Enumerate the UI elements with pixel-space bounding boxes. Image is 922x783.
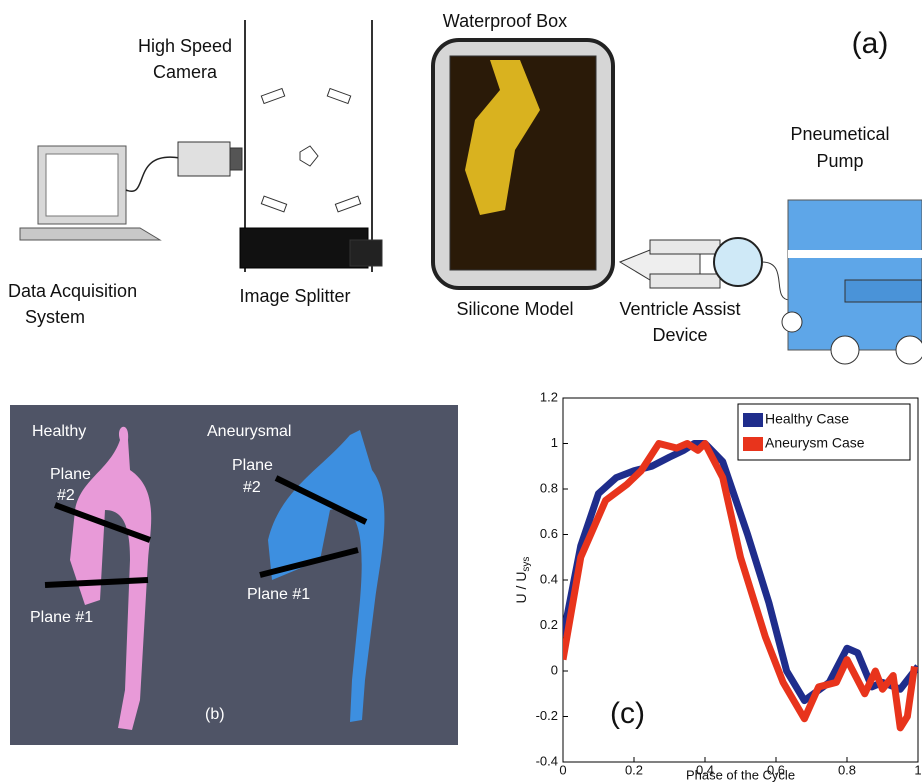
vad-label: Device <box>652 325 707 345</box>
x-axis-label: Phase of the Cycle <box>686 767 795 782</box>
box-label: Waterproof Box <box>443 11 567 31</box>
camera-label: Camera <box>153 62 218 82</box>
figure: Waterproof Box (a) High Speed Camera Dat… <box>0 0 922 783</box>
vad-label: Ventricle Assist <box>619 299 740 319</box>
plane-label: #2 <box>243 479 261 496</box>
y-tick-label: -0.4 <box>536 753 558 768</box>
x-tick-label: 1 <box>914 762 921 777</box>
plane-label: Plane #1 <box>247 586 310 603</box>
legend-label: Aneurysm Case <box>765 435 865 451</box>
y-axis-label-sub: sys <box>521 557 532 572</box>
computer-label: System <box>25 307 85 327</box>
chart-annotation: (c) <box>610 697 645 730</box>
y-tick-label: 0.2 <box>540 617 558 632</box>
model-title: Aneurysmal <box>207 423 291 440</box>
plane-label: Plane <box>50 466 91 483</box>
y-tick-label: 0 <box>551 662 558 677</box>
splitter-label: Image Splitter <box>239 286 350 306</box>
model-title: Healthy <box>32 423 86 440</box>
model-label: Silicone Model <box>456 299 573 319</box>
pump-label: Pneumetical <box>790 124 889 144</box>
y-tick-label: -0.2 <box>536 708 558 723</box>
x-tick-label: 0 <box>559 762 566 777</box>
pump-label: Pump <box>816 151 863 171</box>
y-tick-label: 0.4 <box>540 571 558 586</box>
y-tick-label: 0.8 <box>540 480 558 495</box>
y-tick-label: 1 <box>551 435 558 450</box>
panel-label: (b) <box>205 706 225 723</box>
legend-swatch <box>743 437 763 451</box>
plane-label: #2 <box>57 487 75 504</box>
legend-swatch <box>743 413 763 427</box>
y-tick-label: 1.2 <box>540 389 558 404</box>
y-axis-label: U / Usys <box>513 557 532 604</box>
y-axis-label-text: U / U <box>513 572 529 604</box>
computer-label: Data Acquisition <box>8 281 137 301</box>
legend-label: Healthy Case <box>765 411 849 427</box>
x-tick-label: 0.8 <box>838 762 856 777</box>
y-tick-label: 0.6 <box>540 526 558 541</box>
x-tick-label: 0.2 <box>625 762 643 777</box>
panel-label: (a) <box>852 27 889 60</box>
plane-label: Plane #1 <box>30 609 93 626</box>
camera-label: High Speed <box>138 36 232 56</box>
plane-label: Plane <box>232 457 273 474</box>
